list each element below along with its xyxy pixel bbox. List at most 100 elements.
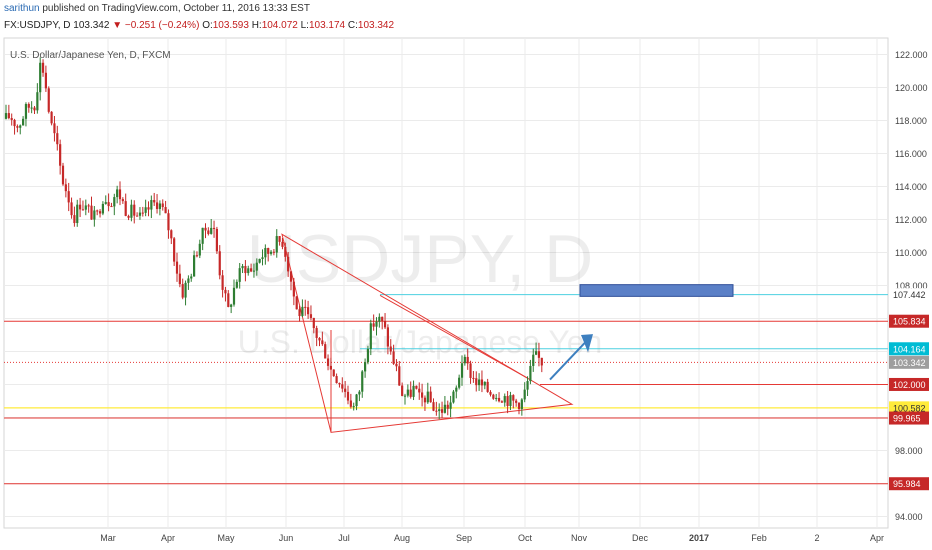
down-triangle-icon: ▼ [112, 20, 123, 31]
candle-body [207, 230, 210, 234]
price-label-box [889, 401, 929, 415]
candle-body [412, 385, 415, 397]
candle-body [247, 268, 250, 274]
candle-body [392, 351, 395, 364]
x-tick-label: Oct [518, 533, 533, 543]
low-value: 103.174 [308, 20, 346, 31]
target-zone-box [579, 284, 734, 297]
candle-body [472, 377, 475, 379]
symbol-label[interactable]: FX:USDJPY, D [4, 20, 71, 31]
y-tick-label: 120.000 [895, 83, 928, 93]
x-tick-label: May [217, 533, 235, 543]
candle-body [460, 363, 464, 378]
candle-body [469, 363, 472, 378]
candle-body [361, 371, 364, 392]
candle-body [455, 387, 458, 392]
candle-body [375, 321, 378, 327]
price-change: −0.251 (−0.24%) [124, 20, 200, 31]
candle-body [341, 384, 344, 389]
triangle-pattern [281, 233, 574, 433]
candle-body [118, 189, 122, 200]
candle-body [36, 92, 39, 111]
forecast-arrow-head [581, 334, 593, 353]
candle-body [435, 410, 438, 412]
candle-body [193, 255, 196, 277]
candle-body [161, 203, 164, 208]
close-label: C: [347, 20, 358, 31]
candle-body [187, 278, 190, 283]
candle-body [346, 391, 350, 401]
candle-body [267, 248, 270, 254]
price-label-box [889, 342, 929, 356]
candle-body [252, 270, 256, 272]
candle-body [369, 323, 372, 349]
price-label: 99.965 [893, 414, 921, 424]
candle-body [386, 327, 389, 347]
candle-body [307, 307, 310, 315]
candle-body [212, 227, 216, 229]
y-tick-label: 110.000 [895, 248, 927, 258]
candle-body [238, 268, 241, 282]
candle-body [389, 346, 392, 352]
x-tick-label: Aug [394, 533, 410, 543]
candle-body [22, 118, 25, 126]
candle-body [520, 399, 523, 409]
candle-body [438, 409, 441, 412]
candle-body [84, 205, 87, 210]
ohlc-line: FX:USDJPY, D 103.342 ▼ −0.251 (−0.24%) O… [4, 20, 394, 31]
candle-body [190, 276, 193, 279]
y-tick-label: 122.000 [895, 50, 928, 60]
candle-body [76, 204, 79, 224]
candle-body [287, 256, 290, 272]
candle-body [136, 215, 139, 217]
plot-area [3, 37, 889, 529]
candle-body [332, 369, 335, 377]
candle-body [110, 206, 113, 208]
candle-body [133, 204, 136, 216]
candle-body [426, 391, 429, 403]
candle-body [423, 397, 427, 403]
candle-body [47, 88, 50, 112]
candle-body [255, 262, 258, 271]
candle-body [515, 400, 518, 403]
candle-body [250, 268, 253, 272]
candle-body [458, 377, 461, 388]
candle-body [4, 113, 8, 119]
candle-body [195, 255, 199, 257]
candle-body [309, 314, 313, 318]
candle-body [241, 266, 244, 269]
candle-body [535, 351, 538, 355]
candle-body [318, 337, 321, 341]
author-link[interactable]: sarithun [4, 3, 40, 14]
last-price: 103.342 [73, 20, 110, 31]
candle-body [141, 212, 144, 214]
candle-body [224, 289, 227, 294]
candle-body [33, 107, 36, 111]
x-tick-label: Apr [161, 533, 175, 543]
candle-body [116, 189, 119, 198]
open-value: 103.593 [212, 20, 249, 31]
candle-body [506, 396, 509, 406]
candle-body [215, 228, 218, 252]
y-tick-label: 98.000 [895, 446, 923, 456]
candle-body [59, 144, 62, 166]
candle-body [517, 402, 521, 409]
candle-body [418, 388, 421, 393]
candle-body [495, 397, 498, 399]
x-tick-label: Jul [338, 533, 350, 543]
candle-body [321, 340, 324, 345]
candle-body [352, 406, 355, 408]
candle-body [275, 236, 278, 253]
price-label-box [889, 477, 929, 491]
candle-body [381, 316, 384, 322]
candle-body [53, 123, 56, 134]
candle-body [403, 395, 407, 397]
y-tick-label: 114.000 [895, 182, 927, 192]
candle-body [409, 389, 412, 397]
candle-body [138, 212, 142, 216]
candle-body [79, 204, 82, 210]
candle-body [475, 378, 478, 386]
y-tick-label: 108.000 [895, 281, 928, 291]
candle-body [96, 210, 99, 212]
